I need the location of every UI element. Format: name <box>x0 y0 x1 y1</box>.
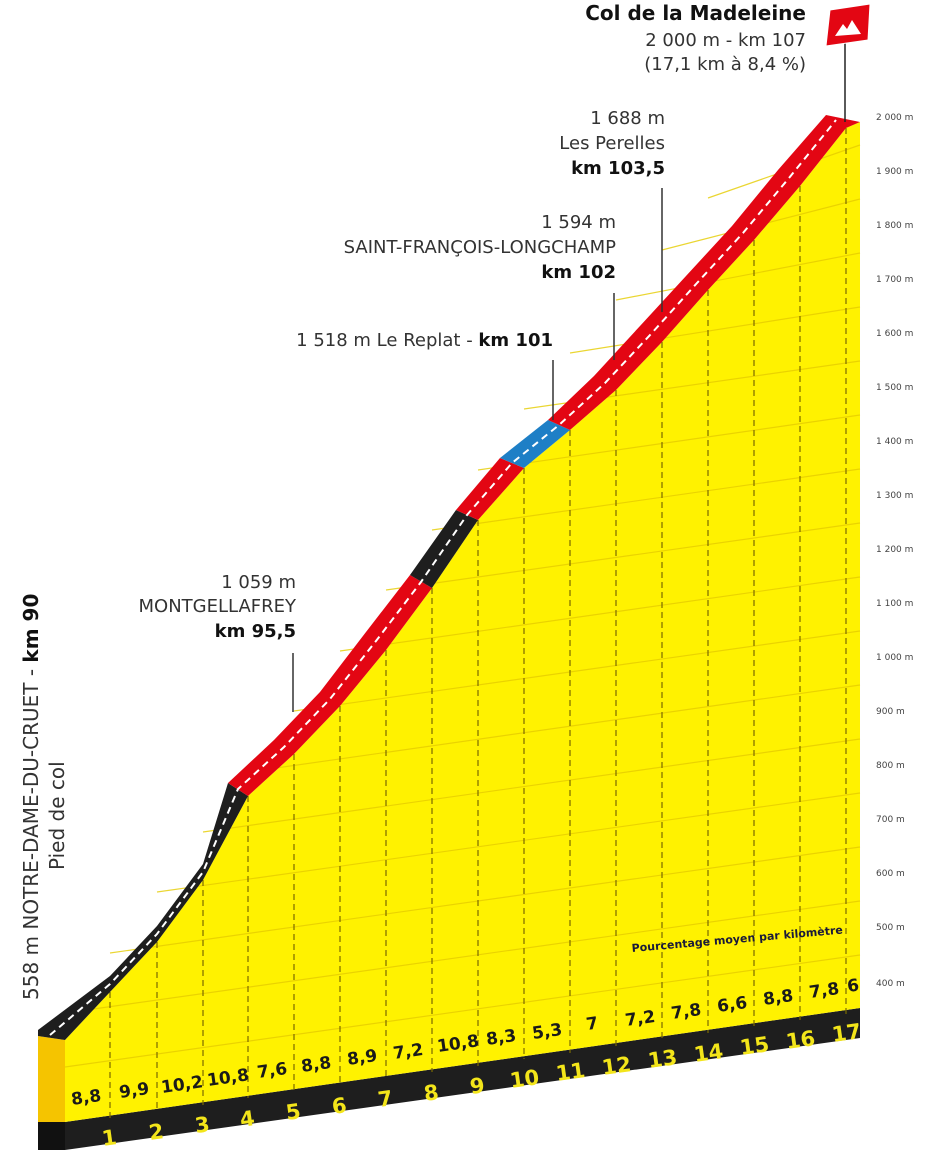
svg-text:MONTGELLAFREY: MONTGELLAFREY <box>139 596 297 617</box>
profile-front-face <box>38 1036 65 1122</box>
waypoint-saint-francois-longchamp: 1 594 m SAINT-FRANÇOIS-LONGCHAMP km 102 <box>344 212 616 360</box>
svg-text:8: 8 <box>422 1080 440 1106</box>
svg-text:7,2: 7,2 <box>392 1040 425 1064</box>
svg-text:10: 10 <box>508 1065 540 1093</box>
svg-text:6: 6 <box>330 1093 348 1119</box>
svg-text:1 900 m: 1 900 m <box>876 167 913 177</box>
svg-text:8,8: 8,8 <box>762 986 795 1010</box>
mountain-flag-icon <box>825 3 871 122</box>
svg-text:7,8: 7,8 <box>670 1000 703 1024</box>
svg-text:12: 12 <box>600 1052 632 1080</box>
svg-text:5,3: 5,3 <box>531 1020 564 1044</box>
svg-text:16: 16 <box>784 1026 816 1054</box>
svg-text:2: 2 <box>147 1119 165 1145</box>
svg-text:4: 4 <box>238 1106 256 1132</box>
svg-text:1 059 m: 1 059 m <box>221 572 296 593</box>
km-dashed-lines <box>109 128 847 1118</box>
svg-text:9,9: 9,9 <box>118 1079 151 1103</box>
svg-text:13: 13 <box>646 1045 678 1073</box>
svg-text:1 200 m: 1 200 m <box>876 545 913 555</box>
distance-base <box>38 1008 860 1150</box>
svg-text:600 m: 600 m <box>876 869 905 879</box>
svg-text:km 102: km 102 <box>541 262 616 283</box>
svg-text:8,9: 8,9 <box>346 1046 379 1070</box>
svg-text:1 518 m Le Replat - km 101: 1 518 m Le Replat - km 101 <box>296 330 553 351</box>
km-markers: 1 2 3 4 5 6 7 8 9 10 11 12 13 14 15 16 1… <box>100 1019 862 1151</box>
svg-text:8,8: 8,8 <box>300 1053 333 1077</box>
svg-text:14: 14 <box>692 1039 724 1067</box>
altitude-axis: 2 000 m 1 900 m 1 800 m 1 700 m 1 600 m … <box>876 113 913 989</box>
svg-text:1 594 m: 1 594 m <box>541 212 616 233</box>
svg-text:800 m: 800 m <box>876 761 905 771</box>
svg-text:1 600 m: 1 600 m <box>876 329 913 339</box>
svg-text:11: 11 <box>554 1058 586 1086</box>
svg-text:8,8: 8,8 <box>70 1086 103 1110</box>
svg-text:1 500 m: 1 500 m <box>876 383 913 393</box>
svg-text:7: 7 <box>376 1086 394 1112</box>
svg-text:3: 3 <box>193 1112 211 1138</box>
svg-text:1 800 m: 1 800 m <box>876 221 913 231</box>
svg-text:(17,1 km à 8,4 %): (17,1 km à 8,4 %) <box>644 54 806 75</box>
svg-text:8,3: 8,3 <box>485 1026 518 1050</box>
svg-text:Les Perelles: Les Perelles <box>559 133 665 154</box>
svg-text:7,2: 7,2 <box>624 1007 657 1031</box>
svg-text:15: 15 <box>738 1032 770 1060</box>
svg-text:2 000 m: 2 000 m <box>876 113 913 123</box>
svg-text:500 m: 500 m <box>876 923 905 933</box>
svg-text:1: 1 <box>100 1125 118 1151</box>
start-label: 558 m NOTRE-DAME-DU-CRUET - km 90 Pied d… <box>19 594 69 1000</box>
svg-text:900 m: 900 m <box>876 707 905 717</box>
profile-fill <box>65 122 860 1122</box>
svg-text:SAINT-FRANÇOIS-LONGCHAMP: SAINT-FRANÇOIS-LONGCHAMP <box>344 237 616 258</box>
waypoint-montgellafrey: 1 059 m MONTGELLAFREY km 95,5 <box>139 572 297 712</box>
waypoint-les-perelles: 1 688 m Les Perelles km 103,5 <box>559 108 665 312</box>
svg-text:5: 5 <box>284 1099 302 1125</box>
svg-text:Col de la Madeleine: Col de la Madeleine <box>585 1 806 25</box>
svg-text:km 103,5: km 103,5 <box>571 158 665 179</box>
svg-text:1 688 m: 1 688 m <box>590 108 665 129</box>
svg-text:1 000 m: 1 000 m <box>876 653 913 663</box>
svg-text:1 300 m: 1 300 m <box>876 491 913 501</box>
svg-text:6: 6 <box>846 975 861 996</box>
svg-text:17: 17 <box>830 1019 862 1047</box>
summit-label: Col de la Madeleine 2 000 m - km 107 (17… <box>585 1 806 75</box>
svg-text:400 m: 400 m <box>876 979 905 989</box>
svg-text:Pied de col: Pied de col <box>45 761 69 870</box>
waypoint-le-replat: 1 518 m Le Replat - km 101 <box>296 330 554 420</box>
svg-text:1 100 m: 1 100 m <box>876 599 913 609</box>
svg-text:2 000 m - km 107: 2 000 m - km 107 <box>645 30 806 51</box>
svg-text:7,6: 7,6 <box>256 1059 289 1083</box>
svg-text:1 700 m: 1 700 m <box>876 275 913 285</box>
svg-text:km 95,5: km 95,5 <box>215 621 296 642</box>
road-band <box>38 115 860 1040</box>
svg-text:6,6: 6,6 <box>716 993 749 1017</box>
svg-text:7,8: 7,8 <box>808 979 841 1003</box>
svg-text:1 400 m: 1 400 m <box>876 437 913 447</box>
svg-text:700 m: 700 m <box>876 815 905 825</box>
svg-text:7: 7 <box>585 1013 600 1034</box>
gradient-labels: 8,8 9,9 10,2 10,8 7,6 8,8 8,9 7,2 10,8 8… <box>70 975 861 1109</box>
svg-text:558 m NOTRE-DAME-DU-CRUET - km: 558 m NOTRE-DAME-DU-CRUET - km 90 <box>19 594 43 1000</box>
svg-text:9: 9 <box>468 1073 486 1099</box>
